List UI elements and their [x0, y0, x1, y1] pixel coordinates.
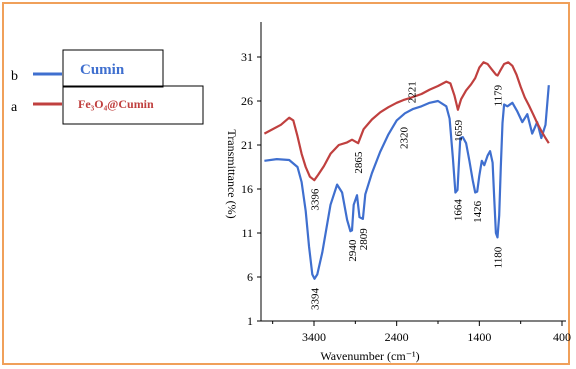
peak-label-1179: 1179 — [493, 84, 505, 106]
x-axis-ticks: 3400 2400 1400 400 — [272, 321, 571, 344]
legend-key-b: b — [11, 69, 18, 84]
y-tick-label: 6 — [247, 270, 253, 284]
peak-label-3394: 3394 — [310, 288, 322, 311]
series-line-b — [264, 85, 550, 280]
peak-label-2809: 2809 — [358, 228, 370, 251]
peak-label-2865: 2865 — [353, 151, 365, 174]
legend-entry-b: Cumin — [80, 62, 125, 78]
peak-label-1426: 1426 — [472, 200, 484, 223]
y-tick-label: 11 — [241, 226, 253, 240]
legend-key-a: a — [11, 100, 18, 115]
y-tick-label: 26 — [241, 94, 253, 108]
peak-label-2940: 2940 — [347, 239, 359, 262]
series-layer — [263, 61, 550, 280]
x-tick-label: 2400 — [385, 330, 409, 344]
x-tick-label: 400 — [553, 330, 571, 344]
x-axis-title: Wavenumber (cm⁻¹) — [320, 349, 419, 363]
legend-box-b — [62, 49, 164, 88]
y-tick-label: 21 — [241, 138, 253, 152]
x-tick-label: 3400 — [302, 330, 326, 344]
y-tick-label: 31 — [241, 50, 253, 64]
peak-label-2320: 2320 — [398, 127, 410, 150]
legend: b Cumin a Fe₃O₄@Cumin — [11, 49, 204, 125]
peak-label-1180: 1180 — [493, 246, 505, 268]
x-tick-label: 1400 — [467, 330, 491, 344]
peak-label-2221: 2221 — [407, 81, 419, 103]
series-line-a — [263, 61, 550, 182]
figure-frame — [2, 2, 570, 365]
y-tick-label: 1 — [247, 314, 253, 328]
peak-label-1664: 1664 — [453, 199, 465, 222]
peak-label-1659: 1659 — [453, 119, 465, 142]
legend-box-a — [62, 85, 204, 125]
y-tick-label: 16 — [241, 182, 253, 196]
peak-label-3396: 3396 — [309, 188, 321, 211]
y-axis-title: Transmittance (%) — [225, 129, 239, 218]
legend-entry-a: Fe₃O₄@Cumin — [78, 97, 154, 111]
